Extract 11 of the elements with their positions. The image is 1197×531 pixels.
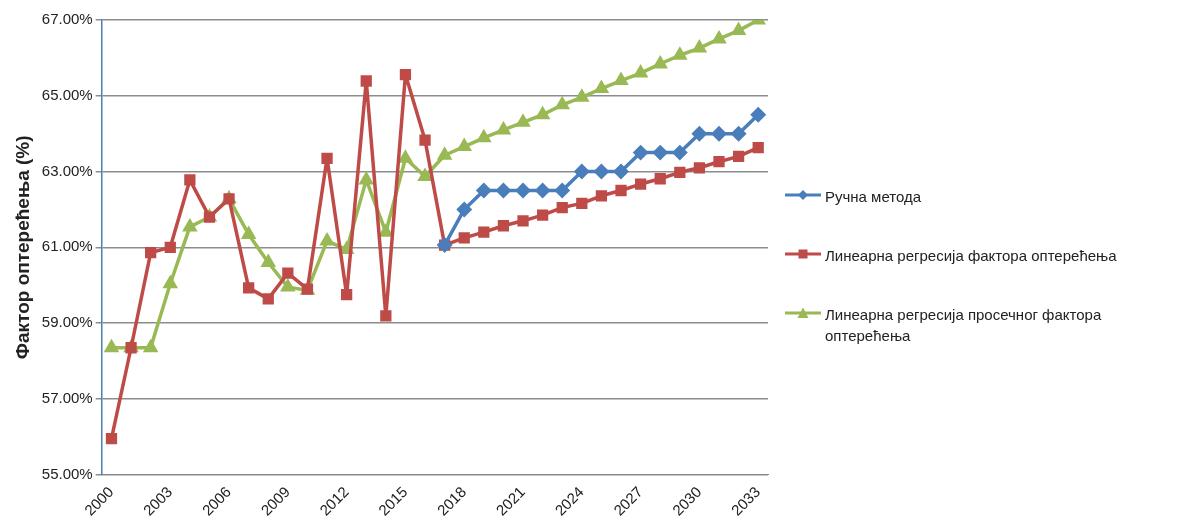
y-tick-label: 61.00% bbox=[41, 237, 93, 255]
y-tick-label: 65.00% bbox=[41, 85, 93, 103]
y-tick-label: 59.00% bbox=[41, 313, 93, 331]
legend-label: Линеарна регресија фактора оптерећења bbox=[825, 246, 1118, 266]
legend-label: Ручна метода bbox=[825, 187, 923, 207]
y-tick-label: 63.00% bbox=[41, 161, 93, 179]
y-tick-label: 67.00% bbox=[41, 10, 93, 28]
y-tick-label: 57.00% bbox=[41, 389, 93, 407]
y-axis-title: Фактор оптерећења (%) bbox=[11, 135, 33, 360]
legend-label: Линеарна регресија просечног фактора оптерећења bbox=[825, 305, 1103, 346]
y-tick-label: 55.00% bbox=[41, 464, 93, 482]
